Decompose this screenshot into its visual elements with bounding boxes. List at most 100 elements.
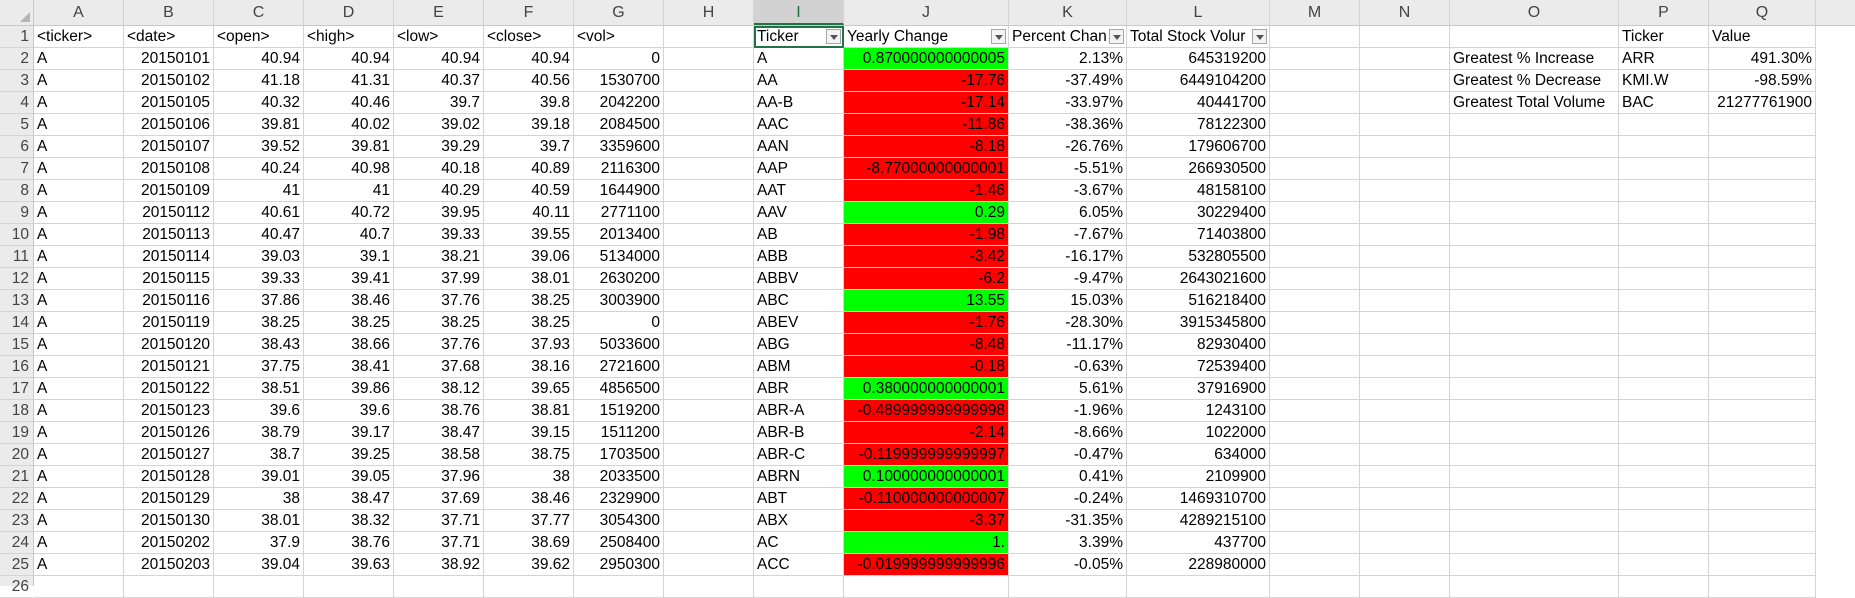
- total-volume-cell[interactable]: 437700: [1127, 532, 1270, 554]
- header-cell-p[interactable]: Ticker: [1619, 26, 1709, 48]
- data-cell-c6[interactable]: 39.52: [214, 136, 304, 158]
- empty-cell[interactable]: [1360, 466, 1450, 488]
- empty-cell[interactable]: [1450, 136, 1619, 158]
- empty-cell[interactable]: [1619, 246, 1709, 268]
- empty-cell[interactable]: [1450, 532, 1619, 554]
- empty-cell[interactable]: [1270, 488, 1360, 510]
- data-cell-c18[interactable]: 39.6: [214, 400, 304, 422]
- greatest-ticker-cell[interactable]: BAC: [1619, 92, 1709, 114]
- empty-cell[interactable]: [1709, 510, 1816, 532]
- data-cell-f8[interactable]: 40.59: [484, 180, 574, 202]
- data-cell-c22[interactable]: 38: [214, 488, 304, 510]
- percent-change-cell[interactable]: -0.05%: [1009, 554, 1127, 576]
- data-cell-f14[interactable]: 38.25: [484, 312, 574, 334]
- data-cell-b8[interactable]: 20150109: [124, 180, 214, 202]
- summary-ticker-cell[interactable]: ABM: [754, 356, 844, 378]
- empty-cell[interactable]: [1450, 576, 1619, 598]
- yearly-change-cell[interactable]: -1.98: [844, 224, 1009, 246]
- row-header-16[interactable]: 16: [0, 356, 33, 378]
- empty-cell[interactable]: [754, 576, 844, 598]
- data-cell-f25[interactable]: 39.62: [484, 554, 574, 576]
- data-cell-f16[interactable]: 38.16: [484, 356, 574, 378]
- data-cell-f19[interactable]: 39.15: [484, 422, 574, 444]
- empty-cell[interactable]: [1450, 466, 1619, 488]
- percent-change-cell[interactable]: -7.67%: [1009, 224, 1127, 246]
- data-cell-f13[interactable]: 38.25: [484, 290, 574, 312]
- data-cell-e17[interactable]: 38.12: [394, 378, 484, 400]
- greatest-label-cell[interactable]: Greatest Total Volume: [1450, 92, 1619, 114]
- percent-change-cell[interactable]: 0.41%: [1009, 466, 1127, 488]
- total-volume-cell[interactable]: 634000: [1127, 444, 1270, 466]
- empty-cell[interactable]: [1360, 488, 1450, 510]
- empty-cell[interactable]: [664, 180, 754, 202]
- summary-ticker-cell[interactable]: ABX: [754, 510, 844, 532]
- data-cell-g9[interactable]: 2771100: [574, 202, 664, 224]
- empty-cell[interactable]: [1450, 422, 1619, 444]
- data-cell-e8[interactable]: 40.29: [394, 180, 484, 202]
- empty-cell[interactable]: [1709, 532, 1816, 554]
- yearly-change-cell[interactable]: -0.18: [844, 356, 1009, 378]
- empty-cell[interactable]: [1450, 510, 1619, 532]
- total-volume-cell[interactable]: 78122300: [1127, 114, 1270, 136]
- empty-cell[interactable]: [664, 422, 754, 444]
- empty-cell[interactable]: [1360, 422, 1450, 444]
- data-cell-e15[interactable]: 37.76: [394, 334, 484, 356]
- data-cell-d19[interactable]: 39.17: [304, 422, 394, 444]
- empty-cell[interactable]: [1270, 554, 1360, 576]
- empty-cell[interactable]: [1619, 334, 1709, 356]
- column-header-n[interactable]: N: [1360, 0, 1450, 25]
- greatest-ticker-cell[interactable]: ARR: [1619, 48, 1709, 70]
- data-cell-a24[interactable]: A: [34, 532, 124, 554]
- header-cell-i[interactable]: Ticker: [754, 26, 844, 48]
- summary-ticker-cell[interactable]: ABR-B: [754, 422, 844, 444]
- empty-cell[interactable]: [1619, 466, 1709, 488]
- empty-cell[interactable]: [664, 92, 754, 114]
- yearly-change-cell[interactable]: -3.42: [844, 246, 1009, 268]
- data-cell-f4[interactable]: 39.8: [484, 92, 574, 114]
- header-cell-e[interactable]: <low>: [394, 26, 484, 48]
- column-header-l[interactable]: L: [1127, 0, 1270, 25]
- empty-cell[interactable]: [1619, 532, 1709, 554]
- row-header-8[interactable]: 8: [0, 180, 33, 202]
- data-cell-d22[interactable]: 38.47: [304, 488, 394, 510]
- data-cell-d24[interactable]: 38.76: [304, 532, 394, 554]
- empty-cell[interactable]: [1709, 488, 1816, 510]
- total-volume-cell[interactable]: 516218400: [1127, 290, 1270, 312]
- empty-cell[interactable]: [1360, 444, 1450, 466]
- data-cell-a8[interactable]: A: [34, 180, 124, 202]
- total-volume-cell[interactable]: 40441700: [1127, 92, 1270, 114]
- total-volume-cell[interactable]: 72539400: [1127, 356, 1270, 378]
- yearly-change-cell[interactable]: 0.29: [844, 202, 1009, 224]
- data-cell-g14[interactable]: 0: [574, 312, 664, 334]
- data-cell-d10[interactable]: 40.7: [304, 224, 394, 246]
- data-cell-a23[interactable]: A: [34, 510, 124, 532]
- data-cell-e22[interactable]: 37.69: [394, 488, 484, 510]
- empty-cell[interactable]: [1450, 554, 1619, 576]
- summary-ticker-cell[interactable]: ABRN: [754, 466, 844, 488]
- empty-cell[interactable]: [1360, 554, 1450, 576]
- row-header-22[interactable]: 22: [0, 488, 33, 510]
- data-cell-e13[interactable]: 37.76: [394, 290, 484, 312]
- yearly-change-cell[interactable]: -0.019999999999996: [844, 554, 1009, 576]
- data-cell-d20[interactable]: 39.25: [304, 444, 394, 466]
- empty-cell[interactable]: [1619, 180, 1709, 202]
- percent-change-cell[interactable]: 3.39%: [1009, 532, 1127, 554]
- data-cell-f5[interactable]: 39.18: [484, 114, 574, 136]
- empty-cell[interactable]: [1360, 400, 1450, 422]
- percent-change-cell[interactable]: 2.13%: [1009, 48, 1127, 70]
- total-volume-cell[interactable]: 1243100: [1127, 400, 1270, 422]
- greatest-value-cell[interactable]: -98.59%: [1709, 70, 1816, 92]
- data-cell-f15[interactable]: 37.93: [484, 334, 574, 356]
- yearly-change-cell[interactable]: 0.380000000000001: [844, 378, 1009, 400]
- data-cell-c16[interactable]: 37.75: [214, 356, 304, 378]
- data-cell-e16[interactable]: 37.68: [394, 356, 484, 378]
- summary-ticker-cell[interactable]: ABR-C: [754, 444, 844, 466]
- row-header-20[interactable]: 20: [0, 444, 33, 466]
- summary-ticker-cell[interactable]: AA: [754, 70, 844, 92]
- row-header-12[interactable]: 12: [0, 268, 33, 290]
- data-cell-g24[interactable]: 2508400: [574, 532, 664, 554]
- summary-ticker-cell[interactable]: AAP: [754, 158, 844, 180]
- empty-cell[interactable]: [1360, 334, 1450, 356]
- data-cell-d7[interactable]: 40.98: [304, 158, 394, 180]
- empty-cell[interactable]: [1709, 554, 1816, 576]
